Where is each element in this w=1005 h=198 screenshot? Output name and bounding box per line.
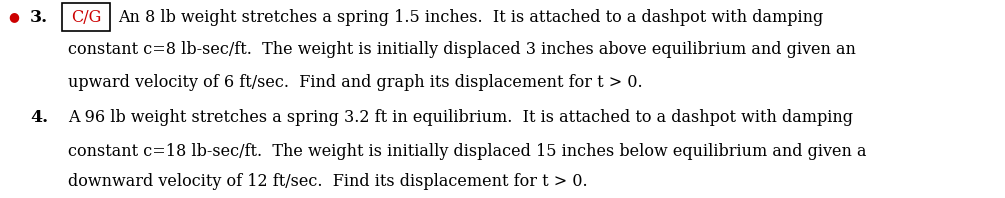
Text: An 8 lb weight stretches a spring 1.5 inches.  It is attached to a dashpot with : An 8 lb weight stretches a spring 1.5 in… — [118, 9, 823, 26]
Text: A 96 lb weight stretches a spring 3.2 ft in equilibrium.  It is attached to a da: A 96 lb weight stretches a spring 3.2 ft… — [68, 109, 853, 127]
Bar — [62, 3, 110, 31]
Text: constant c=18 lb-sec/ft.  The weight is initially displaced 15 inches below equi: constant c=18 lb-sec/ft. The weight is i… — [68, 143, 866, 160]
Text: C/G: C/G — [70, 9, 102, 26]
Text: 3.: 3. — [30, 9, 48, 26]
Text: ●: ● — [8, 10, 19, 24]
Text: constant c=8 lb-sec/ft.  The weight is initially displaced 3 inches above equili: constant c=8 lb-sec/ft. The weight is in… — [68, 42, 856, 58]
Text: downward velocity of 12 ft/sec.  Find its displacement for t > 0.: downward velocity of 12 ft/sec. Find its… — [68, 172, 588, 189]
Text: upward velocity of 6 ft/sec.  Find and graph its displacement for t > 0.: upward velocity of 6 ft/sec. Find and gr… — [68, 74, 642, 91]
Text: 4.: 4. — [30, 109, 48, 127]
